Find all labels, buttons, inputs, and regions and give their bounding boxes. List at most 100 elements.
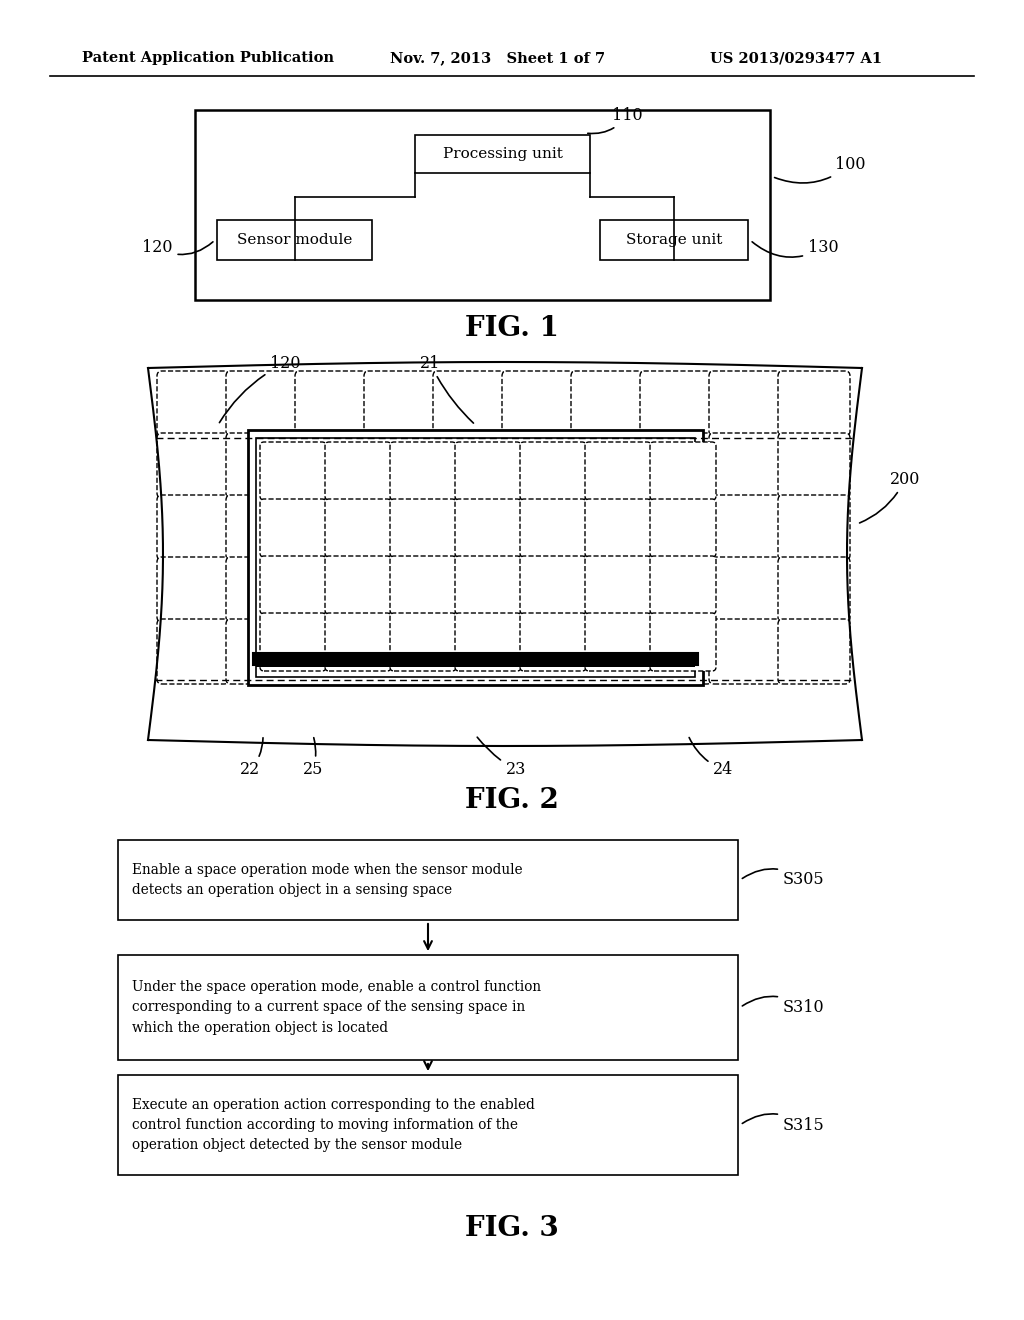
FancyBboxPatch shape <box>325 499 391 557</box>
Text: 100: 100 <box>774 156 865 183</box>
FancyBboxPatch shape <box>585 612 651 671</box>
Text: 23: 23 <box>477 737 526 779</box>
FancyBboxPatch shape <box>640 371 712 436</box>
Text: US 2013/0293477 A1: US 2013/0293477 A1 <box>710 51 882 65</box>
FancyBboxPatch shape <box>778 371 850 436</box>
Bar <box>248 430 703 685</box>
FancyBboxPatch shape <box>571 433 643 498</box>
FancyBboxPatch shape <box>520 612 586 671</box>
Bar <box>195 110 770 300</box>
FancyBboxPatch shape <box>455 442 521 500</box>
FancyBboxPatch shape <box>709 619 781 684</box>
FancyBboxPatch shape <box>157 371 229 436</box>
FancyBboxPatch shape <box>325 556 391 614</box>
FancyBboxPatch shape <box>778 557 850 622</box>
FancyBboxPatch shape <box>520 556 586 614</box>
Bar <box>600 220 748 260</box>
FancyBboxPatch shape <box>585 442 651 500</box>
Text: S305: S305 <box>742 869 824 888</box>
Text: Sensor module: Sensor module <box>237 234 352 247</box>
FancyBboxPatch shape <box>390 499 456 557</box>
FancyBboxPatch shape <box>640 619 712 684</box>
FancyBboxPatch shape <box>640 557 712 622</box>
FancyBboxPatch shape <box>585 556 651 614</box>
Text: 130: 130 <box>752 239 839 257</box>
FancyBboxPatch shape <box>226 495 298 560</box>
FancyBboxPatch shape <box>709 557 781 622</box>
FancyBboxPatch shape <box>502 371 574 436</box>
FancyBboxPatch shape <box>502 495 574 560</box>
FancyBboxPatch shape <box>390 442 456 500</box>
FancyBboxPatch shape <box>260 612 326 671</box>
FancyBboxPatch shape <box>709 371 781 436</box>
FancyBboxPatch shape <box>295 557 367 622</box>
FancyBboxPatch shape <box>390 556 456 614</box>
Text: 110: 110 <box>588 107 643 133</box>
FancyBboxPatch shape <box>520 499 586 557</box>
Text: Enable a space operation mode when the sensor module
detects an operation object: Enable a space operation mode when the s… <box>132 863 522 898</box>
Text: Storage unit: Storage unit <box>626 234 722 247</box>
FancyBboxPatch shape <box>502 433 574 498</box>
FancyBboxPatch shape <box>571 371 643 436</box>
FancyBboxPatch shape <box>433 619 505 684</box>
FancyBboxPatch shape <box>157 433 229 498</box>
Bar <box>118 1074 738 1175</box>
FancyBboxPatch shape <box>157 557 229 622</box>
FancyBboxPatch shape <box>295 371 367 436</box>
FancyBboxPatch shape <box>455 612 521 671</box>
Text: FIG. 2: FIG. 2 <box>465 787 559 813</box>
Bar <box>118 840 738 920</box>
Text: Nov. 7, 2013   Sheet 1 of 7: Nov. 7, 2013 Sheet 1 of 7 <box>390 51 605 65</box>
Bar <box>415 135 590 173</box>
Text: Processing unit: Processing unit <box>442 147 562 161</box>
FancyBboxPatch shape <box>390 612 456 671</box>
FancyBboxPatch shape <box>709 433 781 498</box>
FancyBboxPatch shape <box>364 495 436 560</box>
FancyBboxPatch shape <box>260 499 326 557</box>
FancyBboxPatch shape <box>226 619 298 684</box>
FancyBboxPatch shape <box>364 619 436 684</box>
FancyBboxPatch shape <box>778 495 850 560</box>
FancyBboxPatch shape <box>709 495 781 560</box>
Text: S310: S310 <box>742 997 824 1016</box>
Bar <box>253 653 698 665</box>
Bar <box>256 655 695 667</box>
FancyBboxPatch shape <box>260 442 326 500</box>
FancyBboxPatch shape <box>226 557 298 622</box>
FancyBboxPatch shape <box>502 557 574 622</box>
FancyBboxPatch shape <box>325 612 391 671</box>
FancyBboxPatch shape <box>433 495 505 560</box>
FancyBboxPatch shape <box>364 557 436 622</box>
FancyBboxPatch shape <box>364 371 436 436</box>
Text: S315: S315 <box>742 1114 824 1134</box>
Text: 21: 21 <box>420 355 473 424</box>
FancyBboxPatch shape <box>226 371 298 436</box>
FancyBboxPatch shape <box>571 495 643 560</box>
FancyBboxPatch shape <box>585 499 651 557</box>
FancyBboxPatch shape <box>295 495 367 560</box>
FancyBboxPatch shape <box>520 442 586 500</box>
FancyBboxPatch shape <box>571 619 643 684</box>
Text: Execute an operation action corresponding to the enabled
control function accord: Execute an operation action correspondin… <box>132 1098 535 1152</box>
FancyBboxPatch shape <box>226 433 298 498</box>
Text: 200: 200 <box>859 470 921 523</box>
FancyBboxPatch shape <box>157 619 229 684</box>
Bar <box>217 220 372 260</box>
FancyBboxPatch shape <box>650 556 716 614</box>
FancyBboxPatch shape <box>650 499 716 557</box>
FancyBboxPatch shape <box>502 619 574 684</box>
FancyBboxPatch shape <box>778 619 850 684</box>
FancyBboxPatch shape <box>325 442 391 500</box>
FancyBboxPatch shape <box>571 557 643 622</box>
FancyBboxPatch shape <box>455 556 521 614</box>
FancyBboxPatch shape <box>650 612 716 671</box>
FancyBboxPatch shape <box>640 495 712 560</box>
Text: 25: 25 <box>303 738 324 779</box>
FancyBboxPatch shape <box>640 433 712 498</box>
Text: 120: 120 <box>219 355 300 422</box>
FancyBboxPatch shape <box>260 556 326 614</box>
Text: 24: 24 <box>689 738 733 779</box>
FancyBboxPatch shape <box>455 499 521 557</box>
Text: FIG. 1: FIG. 1 <box>465 314 559 342</box>
FancyBboxPatch shape <box>650 442 716 500</box>
